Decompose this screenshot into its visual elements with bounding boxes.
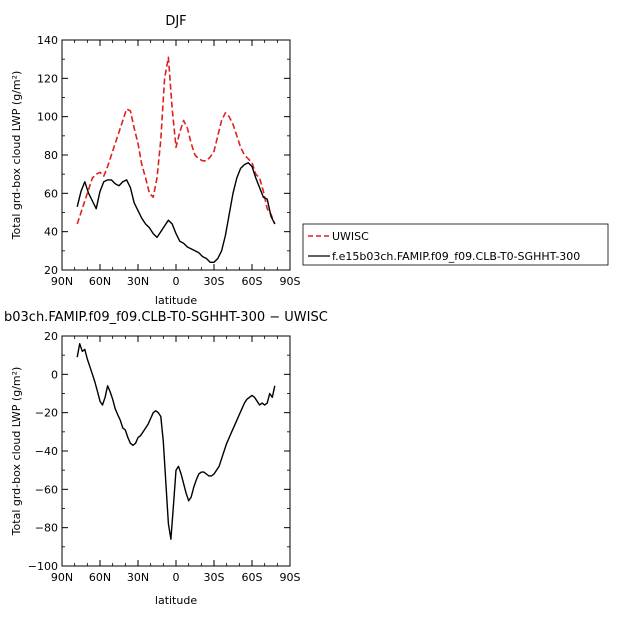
x-tick-label: 60N (89, 275, 111, 288)
y-tick-label: 80 (44, 149, 58, 162)
series-line-1-0 (76, 343, 276, 540)
x-tick-label: 90N (51, 275, 73, 288)
y-tick-label: 40 (44, 226, 58, 239)
x-tick-label: 60S (242, 571, 263, 584)
series-line-0-0 (76, 56, 276, 225)
bottom-panel: b03ch.FAMIP.f09_f09.CLB-T0-SGHHT-300 − U… (4, 310, 328, 607)
legend-label-model: f.e15b03ch.FAMIP.f09_f09.CLB-T0-SGHHT-30… (332, 250, 580, 263)
y-tick-label: −80 (35, 522, 58, 535)
x-tick-label: 30S (204, 275, 225, 288)
y-tick-label: −100 (28, 560, 58, 573)
x-tick-label: 30S (204, 571, 225, 584)
top-panel-series (76, 56, 276, 263)
x-tick-label: 0 (173, 275, 180, 288)
bottom-panel-x-axis-label: latitude (155, 594, 197, 607)
x-tick-label: 0 (173, 571, 180, 584)
y-tick-label: −60 (35, 483, 58, 496)
x-tick-label: 90S (280, 275, 301, 288)
y-tick-label: −20 (35, 407, 58, 420)
bottom-panel-y-axis-label: Total grd-box cloud LWP (g/m²) (10, 367, 23, 537)
x-tick-label: 90S (280, 571, 301, 584)
plot-frame (61, 39, 291, 271)
bottom-panel-title: b03ch.FAMIP.f09_f09.CLB-T0-SGHHT-300 − U… (4, 310, 328, 325)
plot-frame (61, 335, 291, 567)
top-panel-x-axis-label: latitude (155, 294, 197, 307)
x-tick-label: 30N (127, 275, 149, 288)
legend-box (302, 223, 609, 266)
y-tick-label: 100 (37, 111, 58, 124)
legend-label-uwisc: UWISC (332, 230, 369, 243)
legend: UWISC f.e15b03ch.FAMIP.f09_f09.CLB-T0-SG… (302, 223, 609, 266)
x-tick-label: 60S (242, 275, 263, 288)
y-tick-label: 60 (44, 187, 58, 200)
top-panel-axes: 90N 60N 30N 0 30S 60S 90S 20 40 60 80 100 120 140 (37, 34, 301, 288)
y-tick-label: 20 (44, 330, 58, 343)
x-tick-label: 90N (51, 571, 73, 584)
top-panel: DJF Total grd-box cloud LWP (g/m²) latit… (10, 14, 609, 307)
top-panel-y-axis-label: Total grd-box cloud LWP (g/m²) (10, 71, 23, 241)
x-tick-label: 30N (127, 571, 149, 584)
top-panel-title: DJF (165, 14, 186, 29)
bottom-panel-axes: 90N 60N 30N 0 30S 60S 90S −100 −80 −60 −40 −20 0 20 (28, 330, 301, 584)
y-tick-label: 140 (37, 34, 58, 47)
y-tick-label: 20 (44, 264, 58, 277)
y-tick-label: −40 (35, 445, 58, 458)
bottom-panel-series (76, 343, 276, 540)
y-tick-label: 120 (37, 72, 58, 85)
x-tick-label: 60N (89, 571, 111, 584)
series-line-0-1 (76, 162, 276, 263)
y-tick-label: 0 (51, 368, 58, 381)
